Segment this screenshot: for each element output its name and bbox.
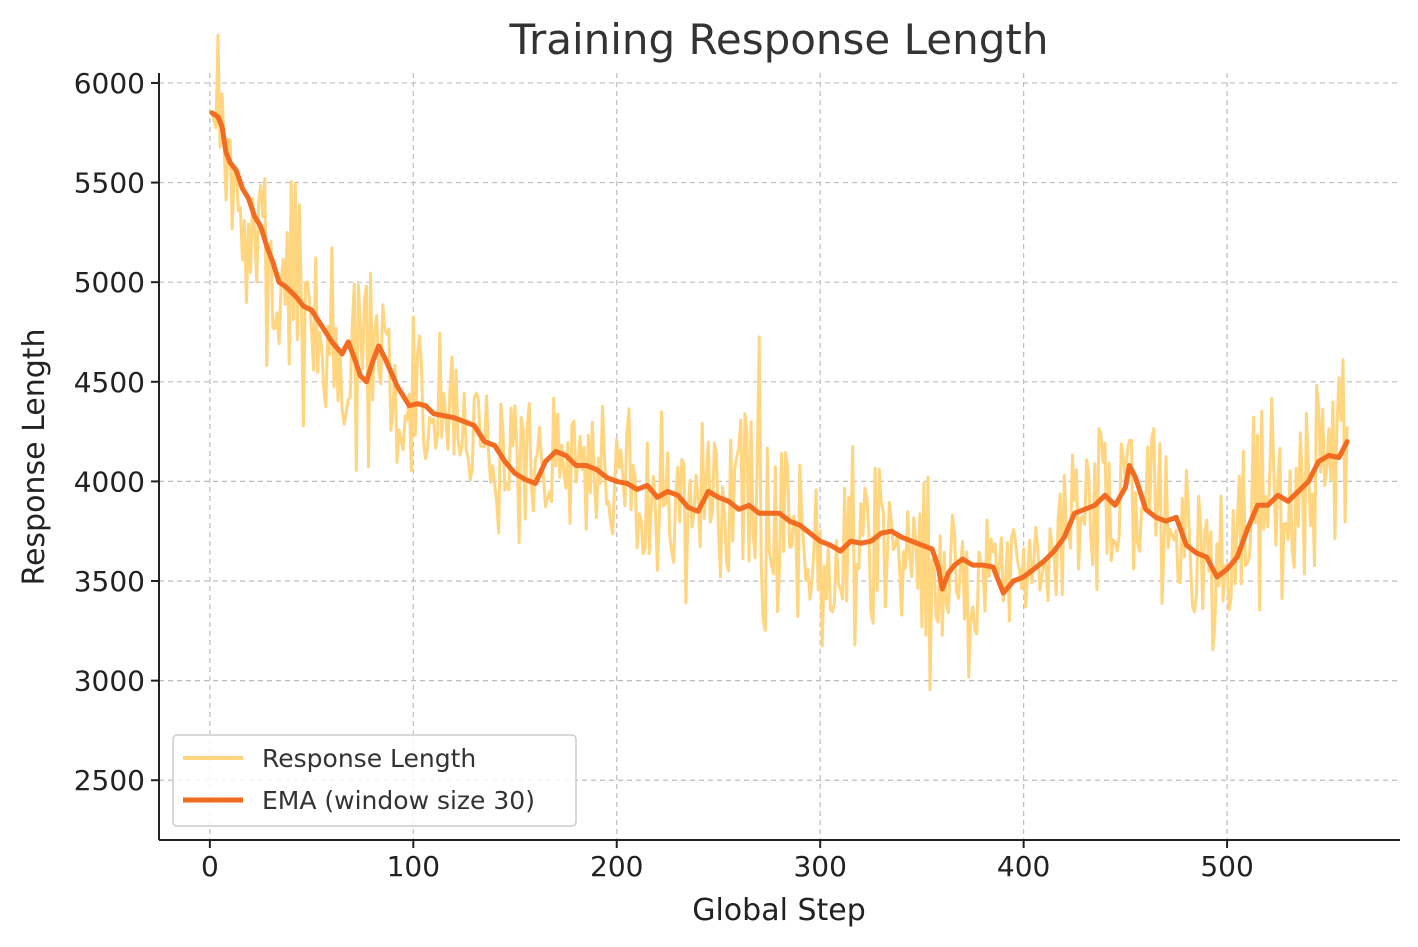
y-axis-label: Response Length <box>17 328 52 585</box>
y-axis-ticks: 2500 3000 3500 4000 4500 5000 5500 6000 <box>74 67 159 797</box>
series-line-response-length <box>210 33 1349 692</box>
y-tick-label-5500: 5500 <box>74 167 145 200</box>
y-tick-label-3000: 3000 <box>74 665 145 698</box>
x-tick-label-400: 400 <box>997 850 1050 883</box>
y-tick-label-2500: 2500 <box>74 764 145 797</box>
series-line-ema <box>209 110 1350 596</box>
y-tick-label-5000: 5000 <box>74 266 145 299</box>
grid-lines <box>159 73 1400 840</box>
x-axis-label: Global Step <box>692 893 866 928</box>
legend: Response Length EMA (window size 30) <box>172 734 577 827</box>
y-tick-label-3500: 3500 <box>74 565 145 598</box>
x-tick-label-500: 500 <box>1200 850 1253 883</box>
x-axis-ticks: 0 100 200 300 400 500 <box>201 840 1254 883</box>
y-tick-label-6000: 6000 <box>74 67 145 100</box>
x-tick-label-0: 0 <box>201 850 219 883</box>
chart-title: Training Response Length <box>508 15 1048 64</box>
x-tick-label-300: 300 <box>793 850 846 883</box>
legend-label-response-length: Response Length <box>262 744 476 773</box>
x-tick-label-200: 200 <box>590 850 643 883</box>
y-tick-label-4500: 4500 <box>74 366 145 399</box>
legend-label-ema: EMA (window size 30) <box>262 786 535 815</box>
x-tick-label-100: 100 <box>387 850 440 883</box>
legend-box <box>172 734 577 827</box>
series-layer <box>209 33 1350 692</box>
y-tick-label-4000: 4000 <box>74 465 145 498</box>
